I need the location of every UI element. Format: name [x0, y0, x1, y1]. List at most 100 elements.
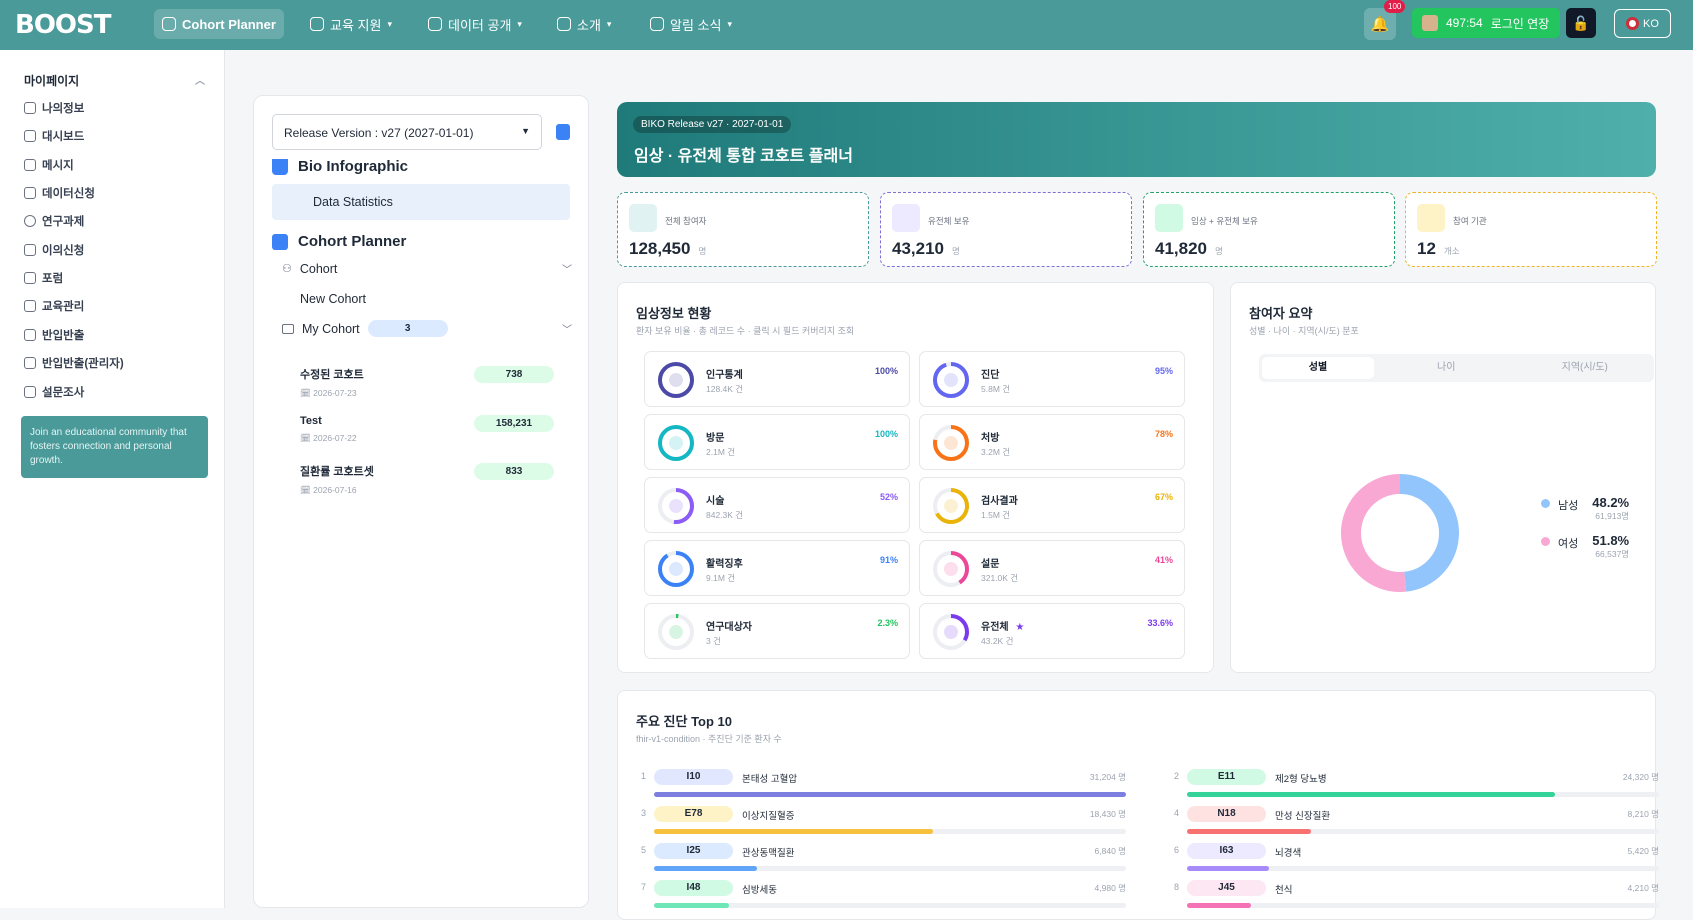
database-icon[interactable] [556, 124, 570, 140]
clinical-tile[interactable]: 연구대상자 3 건 2.3% [644, 603, 910, 659]
notification-button[interactable]: 🔔 [1364, 8, 1396, 40]
diagnosis-rank: 2 [1174, 771, 1180, 781]
diagnosis-name: 관상동맥질환 [742, 848, 795, 859]
my-cohort-tree-item[interactable]: My Cohort 3 ﹀ [282, 320, 572, 337]
chevron-up-icon: ︿ [195, 76, 205, 87]
legend-count: 61,913명 [1595, 511, 1630, 521]
diagnosis-name: 심방세동 [742, 885, 777, 896]
sidebar-item-messages[interactable]: 메시지 [24, 157, 74, 173]
login-extend-button[interactable]: 497:54 로그인 연장 [1412, 8, 1560, 38]
diagnosis-code: I10 [654, 769, 733, 785]
diagnosis-row[interactable]: 7 I48 심방세동 4,980 명 [641, 880, 1126, 908]
sidebar: 마이페이지 ︿ 나의정보 대시보드 메시지 데이터신청 연구과제 이의신청 포럼 … [0, 50, 225, 908]
cohort-count-badge: 158,231 [474, 415, 554, 432]
sidebar-item-objection[interactable]: 이의신청 [24, 242, 84, 258]
diagnosis-row[interactable]: 8 J45 천식 4,210 명 [1174, 880, 1659, 908]
category-icon [944, 499, 958, 513]
stat-value: 12 개소 [1417, 239, 1460, 259]
diagnosis-row[interactable]: 5 I25 관상동맥질환 6,840 명 [641, 843, 1126, 871]
new-cohort-item[interactable]: New Cohort [300, 292, 366, 306]
tile-pct: 95% [1154, 366, 1173, 376]
cohort-list-item[interactable]: 수정된 코호트 🗓 2026-07-23 738 [300, 366, 556, 399]
sidebar-item-label: 반입반출 [42, 330, 85, 342]
stat-unit: 명 [698, 246, 707, 256]
sidebar-item-import-export-admin[interactable]: 반입반출(관리자) [24, 355, 124, 371]
caret-down-icon: ▼ [521, 126, 530, 136]
sidebar-item-education[interactable]: 교육관리 [24, 298, 84, 314]
diagnosis-row[interactable]: 2 E11 제2형 당뇨병 24,320 명 [1174, 769, 1659, 797]
sidebar-item-import-export[interactable]: 반입반출 [24, 327, 84, 343]
cohort-date: 🗓 2026-07-23 [300, 388, 357, 398]
clinical-tile[interactable]: 처방 3.2M 건 78% [919, 414, 1185, 470]
legend-female[interactable]: 여성 51.8% 66,537명 [1541, 533, 1629, 560]
donut-slice[interactable] [1341, 474, 1459, 592]
cohort-list-item[interactable]: 질환률 코호트셋 🗓 2026-07-16 833 [300, 463, 556, 496]
cohort-tree-item[interactable]: ⚇ Cohort ﹀ [282, 261, 572, 277]
card-subtitle: 성별 · 나이 · 지역(시/도) 분포 [1249, 326, 1359, 336]
data-statistics-item[interactable]: Data Statistics [272, 184, 570, 220]
sidebar-item-data-request[interactable]: 데이터신청 [24, 185, 95, 201]
tile-pct: 52% [879, 492, 898, 502]
category-icon [944, 625, 958, 639]
nav-news[interactable]: 알림 소식 ▾ [642, 9, 740, 39]
chevron-down-icon: ▾ [727, 18, 732, 29]
diagnosis-rank: 4 [1174, 808, 1180, 818]
nav-data-open[interactable]: 데이터 공개 ▾ [420, 9, 530, 39]
tile-count: 3.2M 건 [981, 447, 1011, 457]
nav-about[interactable]: 소개 ▾ [549, 9, 619, 39]
clinical-tile[interactable]: 활력징후 9.1M 건 91% [644, 540, 910, 596]
document-icon [428, 17, 442, 31]
tab-region[interactable]: 지역(시/도) [1561, 362, 1608, 373]
sidebar-item-label: 나의정보 [42, 103, 85, 115]
stat-label: 전체 참여자 [665, 216, 707, 226]
flask-icon [272, 158, 288, 175]
nav-cohort-planner[interactable]: Cohort Planner [154, 9, 284, 39]
community-promo[interactable]: Join an educational community that foste… [21, 416, 208, 478]
language-button[interactable]: KO [1614, 9, 1671, 38]
cohort-list-item[interactable]: Test 🗓 2026-07-22 158,231 [300, 415, 556, 444]
release-version-select[interactable]: Release Version : v27 (2027-01-01) ▼ [272, 114, 542, 150]
cohort-date-value: 2026-07-16 [313, 485, 357, 495]
diagnosis-row[interactable]: 6 I63 뇌경색 5,420 명 [1174, 843, 1659, 871]
category-icon [669, 499, 683, 513]
tile-name: 방문 [706, 433, 725, 444]
clinical-tile[interactable]: 진단 5.8M 건 95% [919, 351, 1185, 407]
nav-education[interactable]: 교육 지원 ▾ [302, 9, 400, 39]
release-version-value: Release Version : v27 (2027-01-01) [284, 126, 474, 140]
stat-card-participants: 전체 참여자 128,450 명 [617, 192, 869, 267]
sidebar-item-survey[interactable]: 설문조사 [24, 384, 84, 400]
sidebar-item-research[interactable]: 연구과제 [24, 213, 84, 229]
tile-count: 842.3K 건 [706, 510, 744, 520]
chevron-down-icon: ▾ [517, 18, 522, 29]
clinical-tile[interactable]: 유전체 ★ 43.2K 건 33.6% [919, 603, 1185, 659]
section-label: Bio Infographic [298, 158, 408, 175]
cohort-count-badge: 833 [474, 463, 554, 480]
diagnosis-rank: 5 [641, 845, 647, 855]
tab-age[interactable]: 나이 [1437, 362, 1456, 373]
clinical-tile[interactable]: 방문 2.1M 건 100% [644, 414, 910, 470]
category-icon [944, 373, 958, 387]
diagnosis-row[interactable]: 1 I10 본태성 고혈압 31,204 명 [641, 769, 1126, 797]
clinical-tile[interactable]: 시술 842.3K 건 52% [644, 477, 910, 533]
sidebar-item-forum[interactable]: 포럼 [24, 270, 63, 286]
sidebar-item-dashboard[interactable]: 대시보드 [24, 128, 84, 144]
nav-label: Cohort Planner [182, 16, 276, 32]
clinical-tile[interactable]: 인구통계 128.4K 건 100% [644, 351, 910, 407]
diagnosis-row[interactable]: 4 N18 만성 신장질환 8,210 명 [1174, 806, 1659, 834]
stat-value: 43,210 명 [892, 239, 960, 259]
diagnosis-bar-track [654, 829, 1126, 834]
tab-gender[interactable]: 성별 [1262, 357, 1374, 379]
diagnosis-row[interactable]: 3 E78 이상지질혈증 18,430 명 [641, 806, 1126, 834]
tile-pct: 67% [1154, 492, 1173, 502]
summary-tabs: 성별 나이 지역(시/도) [1259, 354, 1654, 382]
sidebar-item-my-info[interactable]: 나의정보 [24, 100, 84, 116]
cohort-name: 수정된 코호트 [300, 369, 364, 381]
sidebar-header[interactable]: 마이페이지 ︿ [24, 72, 205, 89]
stat-card-genome: 유전체 보유 43,210 명 [880, 192, 1132, 267]
legend-male[interactable]: 남성 48.2% 61,913명 [1541, 495, 1629, 522]
gender-donut-chart[interactable] [1335, 468, 1465, 598]
clinical-tile[interactable]: 설문 321.0K 건 41% [919, 540, 1185, 596]
clinical-tile[interactable]: 검사결과 1.5M 건 67% [919, 477, 1185, 533]
boost-logo[interactable]: BOOST [15, 10, 111, 40]
logout-button[interactable]: 🔓 [1566, 8, 1596, 38]
